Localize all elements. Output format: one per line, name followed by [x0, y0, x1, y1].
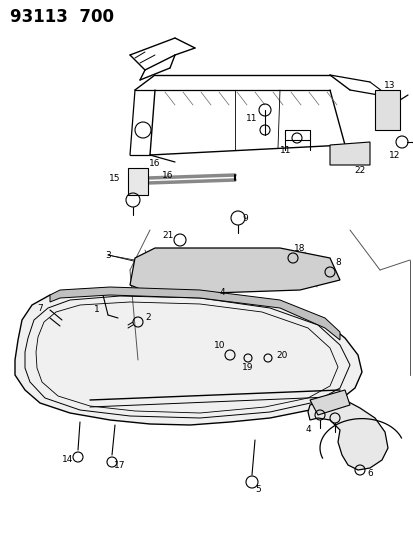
Text: 18: 18: [294, 244, 305, 253]
Text: 22: 22: [354, 166, 365, 174]
Text: 3: 3: [105, 251, 111, 260]
Text: 15: 15: [109, 174, 121, 182]
Polygon shape: [329, 142, 369, 165]
Text: 6: 6: [366, 469, 372, 478]
Text: 8: 8: [334, 257, 340, 266]
Text: 4: 4: [218, 287, 224, 296]
Polygon shape: [50, 287, 339, 340]
Text: 7: 7: [37, 303, 43, 312]
Text: 4: 4: [304, 425, 310, 434]
Polygon shape: [15, 288, 361, 425]
Polygon shape: [307, 398, 387, 470]
Text: 10: 10: [214, 341, 225, 350]
Text: 14: 14: [62, 456, 74, 464]
Text: 13: 13: [383, 80, 395, 90]
Text: 21: 21: [162, 230, 173, 239]
Text: 11: 11: [280, 146, 291, 155]
Text: 17: 17: [114, 461, 126, 470]
Text: 12: 12: [388, 150, 400, 159]
Text: 93113  700: 93113 700: [10, 8, 114, 26]
Text: 2: 2: [145, 313, 150, 322]
Polygon shape: [374, 90, 399, 130]
Text: 16: 16: [162, 171, 173, 180]
Text: 9: 9: [242, 214, 247, 222]
Polygon shape: [130, 248, 339, 295]
Polygon shape: [309, 390, 349, 415]
Text: 16: 16: [149, 158, 160, 167]
Text: 11: 11: [246, 114, 257, 123]
Text: 1: 1: [94, 305, 100, 314]
Text: 19: 19: [242, 364, 253, 373]
Text: 20: 20: [275, 351, 287, 359]
Polygon shape: [128, 168, 147, 195]
Text: 5: 5: [254, 486, 260, 495]
